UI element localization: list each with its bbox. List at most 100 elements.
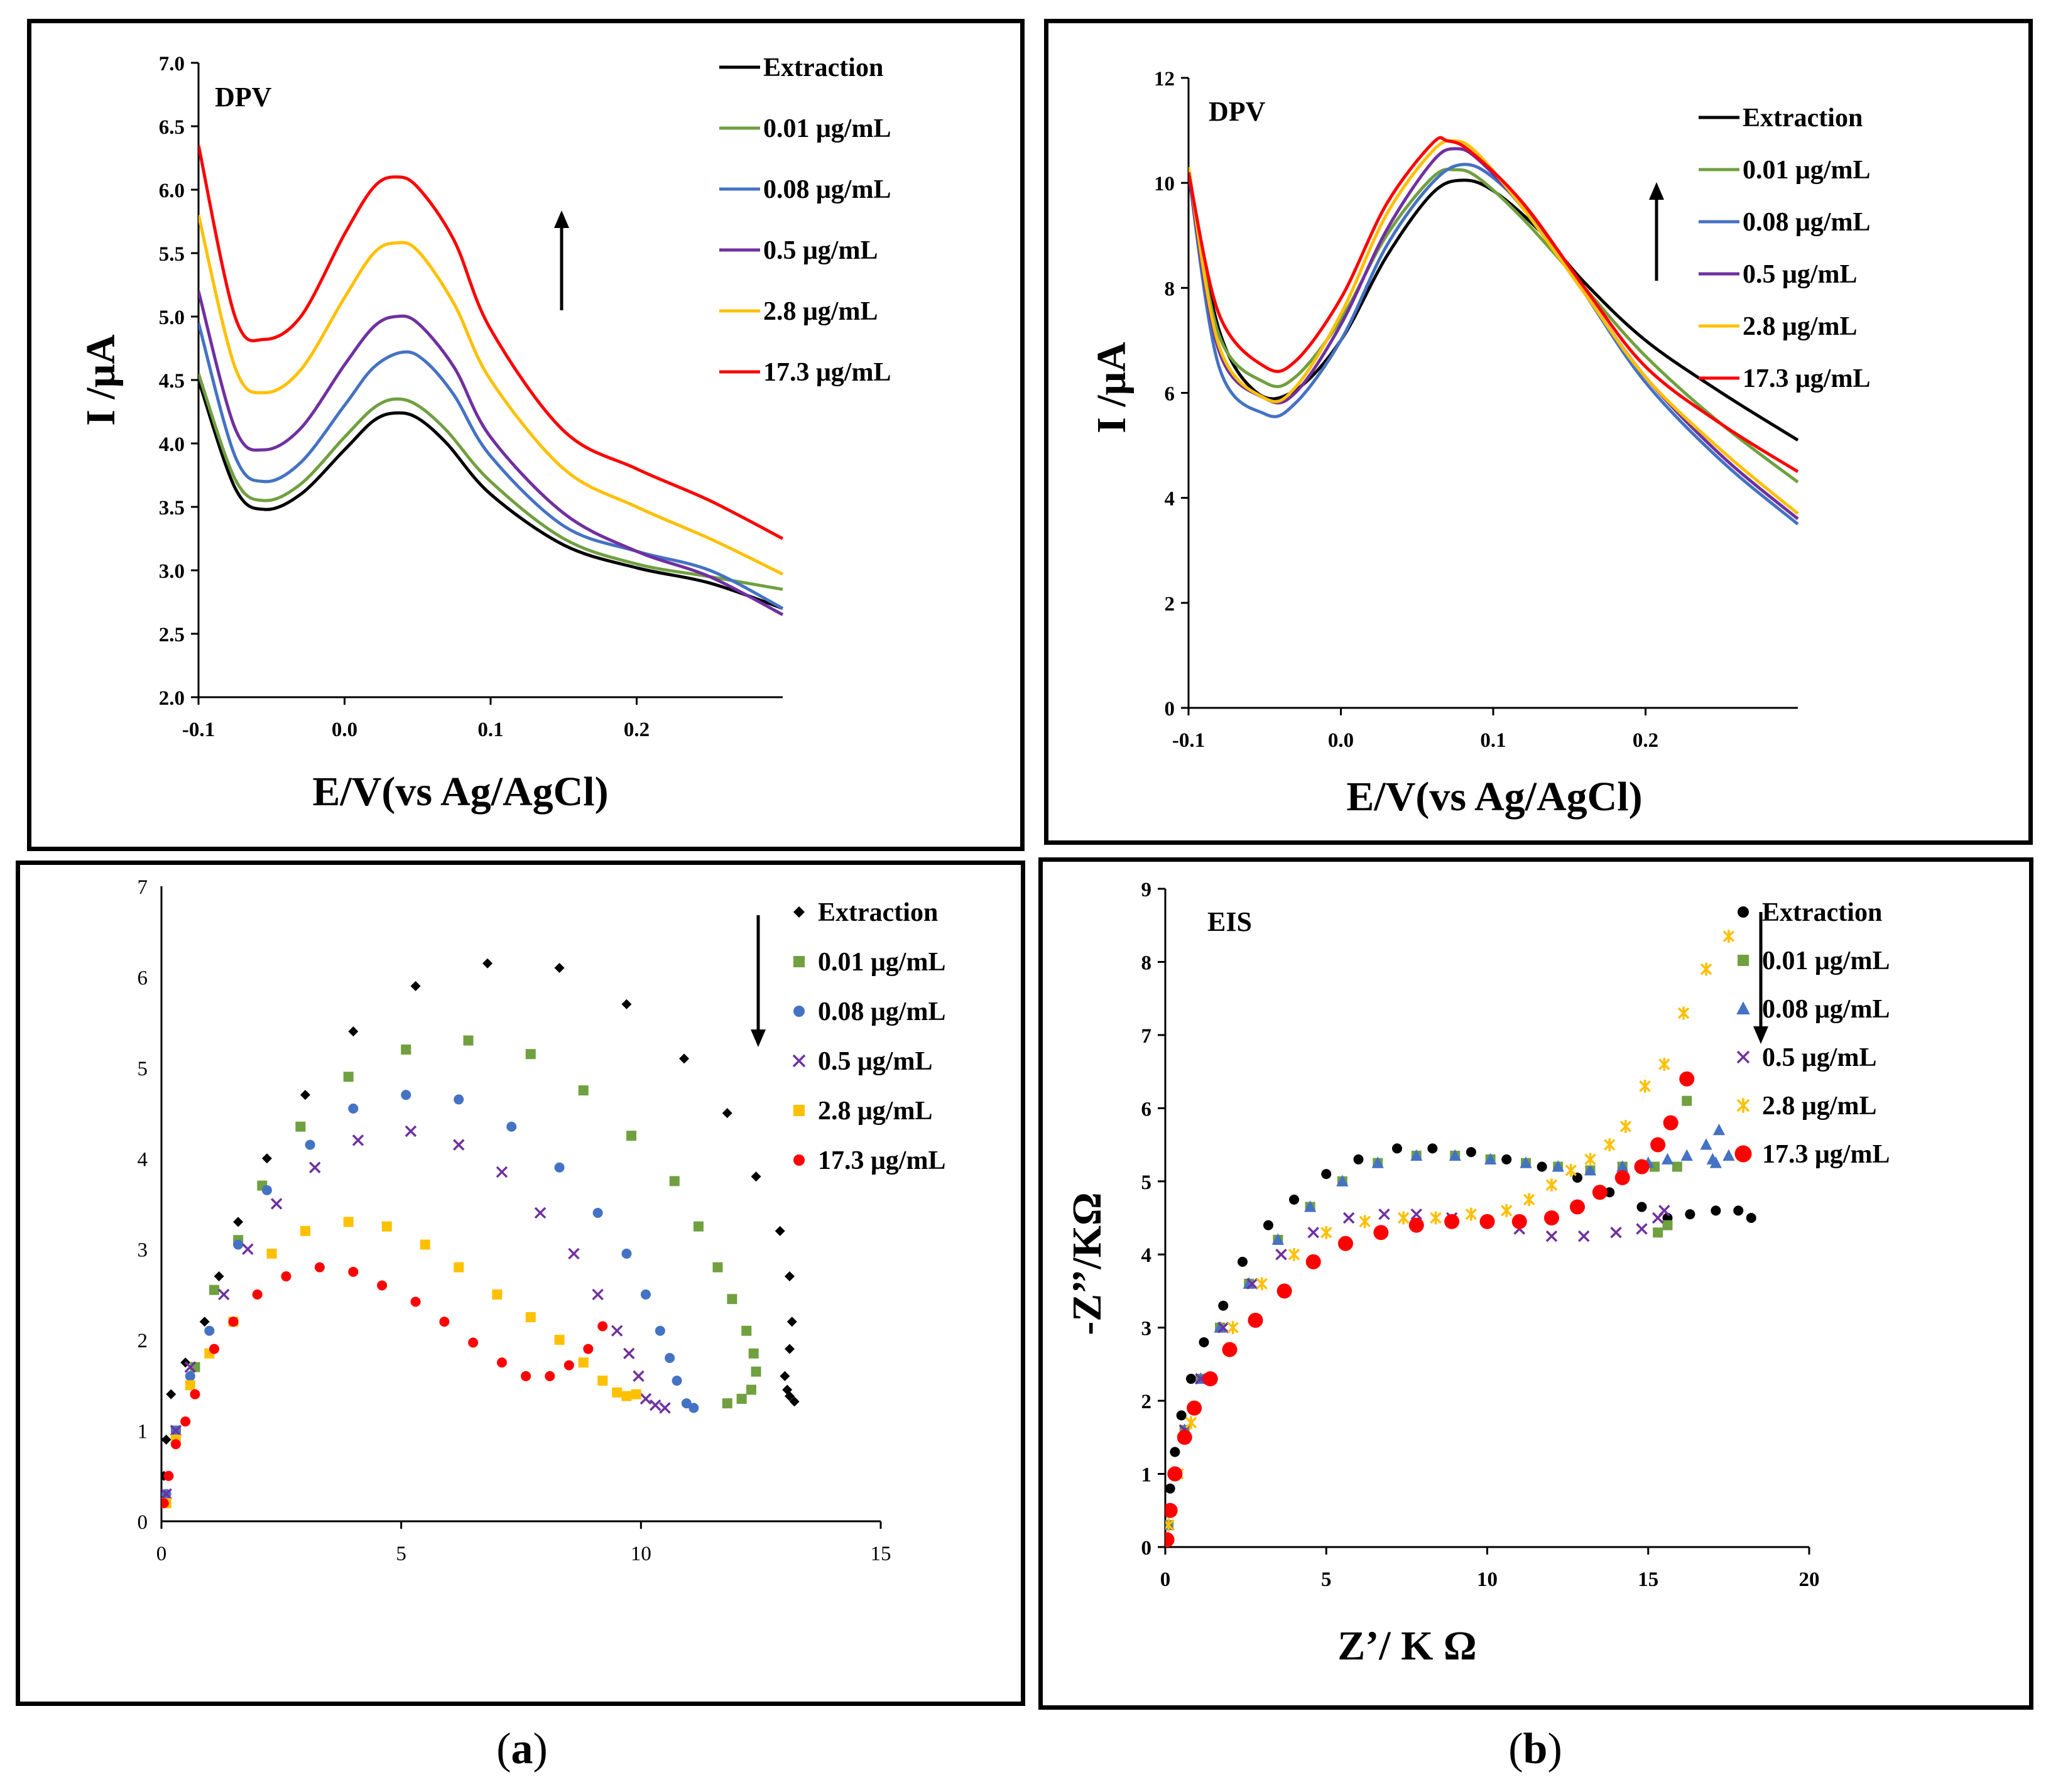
data-point: [621, 1391, 632, 1401]
y-tick-label: 6: [1141, 1098, 1152, 1121]
y-tick-label: 1: [1141, 1464, 1152, 1487]
y-tick-label: 6.0: [159, 180, 185, 202]
data-point: [1700, 1138, 1712, 1150]
data-point: [784, 1344, 795, 1354]
legend-label: 17.3 μg/mL: [1762, 1140, 1890, 1169]
data-point: [1176, 1410, 1187, 1421]
data-point: [1658, 1058, 1670, 1071]
legend-label: 0.01 μg/mL: [1743, 156, 1870, 185]
data-point: [420, 1239, 430, 1250]
data-point: [621, 1248, 632, 1259]
legend-label: Extraction: [818, 898, 938, 927]
chart-title: DPV: [215, 82, 272, 112]
data-point: [266, 1248, 277, 1259]
y-tick-label: 3.0: [159, 560, 185, 583]
legend-label: 0.5 μg/mL: [818, 1047, 932, 1076]
data-point: [217, 1288, 230, 1301]
legend-label: 0.08 μg/mL: [818, 997, 945, 1026]
y-tick-label: 2: [1165, 593, 1175, 616]
data-point: [209, 1284, 219, 1295]
data-point: [583, 1344, 594, 1354]
data-point: [775, 1225, 785, 1236]
data-point: [185, 1371, 195, 1381]
data-point: [1187, 1400, 1202, 1416]
legend-label: Extraction: [763, 53, 883, 82]
data-point: [563, 1360, 574, 1371]
data-point: [1616, 1160, 1629, 1172]
data-point: [722, 1398, 732, 1409]
y-tick-label: 3: [1141, 1318, 1152, 1340]
arrow-head-icon: [1753, 1026, 1768, 1044]
data-point: [410, 980, 421, 991]
data-point: [1679, 1071, 1695, 1087]
data-point: [611, 1325, 623, 1337]
legend-label: 2.8 μg/mL: [1762, 1092, 1876, 1121]
panel-a-dpv: 2.0 2.5 3.0 3.5 4.0 4.5 5.0 5.5 6.0 6.5 7.0 -0.1 0.0…: [27, 19, 1025, 851]
data-point: [554, 1162, 565, 1173]
data-point: [261, 1153, 272, 1164]
data-point: [679, 1053, 690, 1064]
x-tick-label: 15: [1638, 1568, 1658, 1591]
y-tick-label: 2: [138, 1330, 148, 1352]
data-point: [1672, 1161, 1682, 1172]
chart-svg: 2.0 2.5 3.0 3.5 4.0 4.5 5.0 5.5 6.0 6.5 7.0 -0.1 0.0…: [78, 53, 891, 815]
data-point: [545, 1371, 555, 1381]
data-point: [1214, 1321, 1226, 1333]
data-point: [1636, 1202, 1647, 1212]
data-point: [1410, 1149, 1423, 1161]
data-point: [161, 1498, 169, 1509]
data-point: [1288, 1247, 1300, 1261]
data-point: [612, 1387, 623, 1398]
x-tick-label: 0: [1160, 1568, 1171, 1591]
panel-b-dpv: 0 2 4 6 8 10 12 -0.1 0.0 0.1 0.2 DPV I /μA E/V(vs Ag/…: [1044, 19, 2033, 845]
data-point: [1320, 1225, 1332, 1239]
series-line: [1189, 147, 1799, 521]
data-point: [453, 1139, 465, 1151]
data-point: [534, 1207, 547, 1219]
y-tick-label: 7: [138, 876, 148, 899]
x-tick-label: 5: [1321, 1568, 1332, 1591]
x-tick-label: 15: [871, 1543, 891, 1565]
y-tick-label: 9: [1141, 879, 1152, 901]
data-point: [454, 1094, 464, 1105]
data-point: [736, 1394, 747, 1404]
data-point: [1321, 1169, 1332, 1180]
data-point: [1479, 1214, 1495, 1229]
data-point: [352, 1134, 364, 1146]
data-point: [1202, 1371, 1218, 1387]
data-point: [1165, 1502, 1178, 1518]
data-point: [170, 1439, 181, 1450]
data-point: [300, 1225, 310, 1236]
data-point: [300, 1090, 310, 1100]
data-point: [305, 1139, 315, 1150]
y-tick-label: 0: [1141, 1537, 1152, 1560]
data-point: [1165, 1483, 1175, 1494]
legend-label: 0.08 μg/mL: [763, 175, 891, 204]
x-tick-label: 0.0: [332, 719, 357, 741]
data-point: [506, 1121, 517, 1132]
y-tick-label: 7: [1141, 1025, 1152, 1048]
data-point: [281, 1271, 291, 1282]
data-point: [639, 1393, 652, 1405]
data-point: [793, 906, 805, 918]
data-point: [454, 1262, 464, 1273]
x-axis-title: Z’/ K Ω: [1337, 1623, 1477, 1669]
data-point: [209, 1344, 219, 1354]
data-point: [792, 1054, 806, 1068]
data-point: [295, 1121, 306, 1132]
data-point: [401, 1044, 411, 1055]
data-point: [1246, 1278, 1258, 1290]
y-tick-label: 3.5: [159, 497, 185, 519]
data-point: [410, 1296, 421, 1307]
y-tick-label: 4.5: [159, 370, 185, 393]
legend-label: 0.08 μg/mL: [1762, 995, 1890, 1024]
data-point: [405, 1125, 417, 1138]
y-axis-title: -Z’’/KΩ: [1064, 1192, 1110, 1335]
data-point: [1392, 1143, 1402, 1154]
data-layer: [1189, 136, 1799, 526]
data-point: [252, 1289, 263, 1300]
legend-label: 0.5 μg/mL: [1762, 1043, 1876, 1072]
data-point: [468, 1337, 479, 1348]
data-point: [185, 1380, 195, 1391]
y-tick-label: 5.0: [159, 307, 185, 329]
